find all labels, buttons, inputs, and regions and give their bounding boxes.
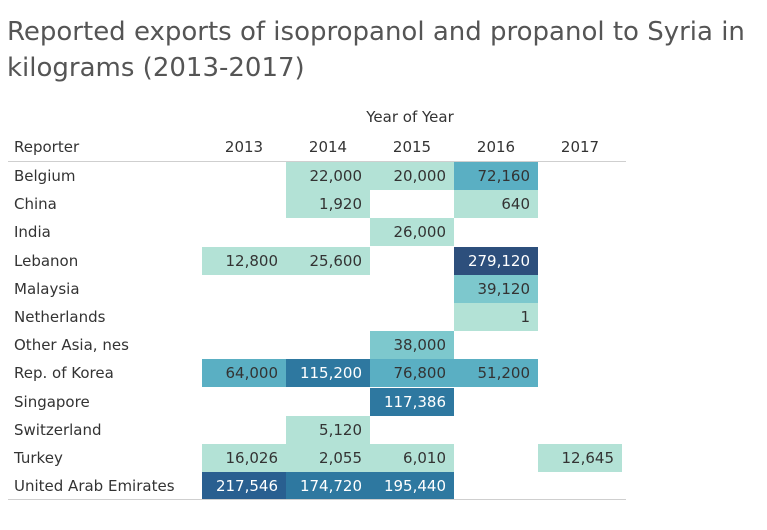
- row-label: United Arab Emirates: [14, 477, 175, 496]
- heatmap-cell: 72,160: [454, 162, 538, 190]
- heatmap-cell: 6,010: [370, 444, 454, 472]
- bottom-divider: [8, 499, 626, 500]
- row-header-label: Reporter: [14, 138, 80, 156]
- heatmap-cell: 2,055: [286, 444, 370, 472]
- row-label: Netherlands: [14, 308, 106, 326]
- heatmap-cell: 38,000: [370, 331, 454, 360]
- heatmap-cell: 76,800: [370, 359, 454, 388]
- heatmap-cell: 174,720: [286, 472, 370, 501]
- row-label: Singapore: [14, 392, 90, 411]
- header-divider: [8, 161, 626, 162]
- heatmap-cell: 51,200: [454, 359, 538, 388]
- heatmap-cell: 12,800: [202, 246, 286, 275]
- column-header-2014: 2014: [308, 138, 348, 156]
- row-label: Other Asia, nes: [14, 336, 129, 355]
- heatmap-cell: 25,600: [286, 246, 370, 275]
- heatmap-cell: 16,026: [202, 444, 286, 472]
- heatmap-cell: 22,000: [286, 162, 370, 190]
- heatmap-cell: 1: [454, 303, 538, 331]
- heatmap-cell: 1,920: [286, 190, 370, 219]
- column-header-2013: 2013: [224, 138, 264, 156]
- heatmap-cell: 12,645: [538, 444, 622, 472]
- chart-title: Reported exports of isopropanol and prop…: [7, 17, 745, 83]
- heatmap-cell: 279,120: [454, 246, 538, 275]
- row-label: Turkey: [14, 449, 63, 467]
- heatmap-cell: 117,386: [370, 387, 454, 416]
- heatmap-cell: 640: [454, 190, 538, 219]
- heatmap-cell: 20,000: [370, 162, 454, 190]
- heatmap-cell: 5,120: [286, 415, 370, 444]
- row-label: Lebanon: [14, 251, 79, 270]
- row-label: China: [14, 195, 57, 214]
- heatmap-cell: 217,546: [202, 472, 286, 501]
- row-label: Rep. of Korea: [14, 364, 114, 383]
- column-group-label: Year of Year: [366, 108, 454, 126]
- column-header-2017: 2017: [560, 138, 600, 156]
- column-header-2015: 2015: [392, 138, 432, 156]
- column-header-2016: 2016: [476, 138, 516, 156]
- row-label: India: [14, 223, 51, 242]
- heatmap-cell: 26,000: [370, 218, 454, 247]
- heatmap-cell: 39,120: [454, 274, 538, 303]
- row-label: Switzerland: [14, 420, 102, 439]
- row-label: Malaysia: [14, 279, 80, 298]
- row-label: Belgium: [14, 167, 76, 185]
- heatmap-cell: 64,000: [202, 359, 286, 388]
- heatmap-cell: 115,200: [286, 359, 370, 388]
- heatmap-cell: 195,440: [370, 472, 454, 501]
